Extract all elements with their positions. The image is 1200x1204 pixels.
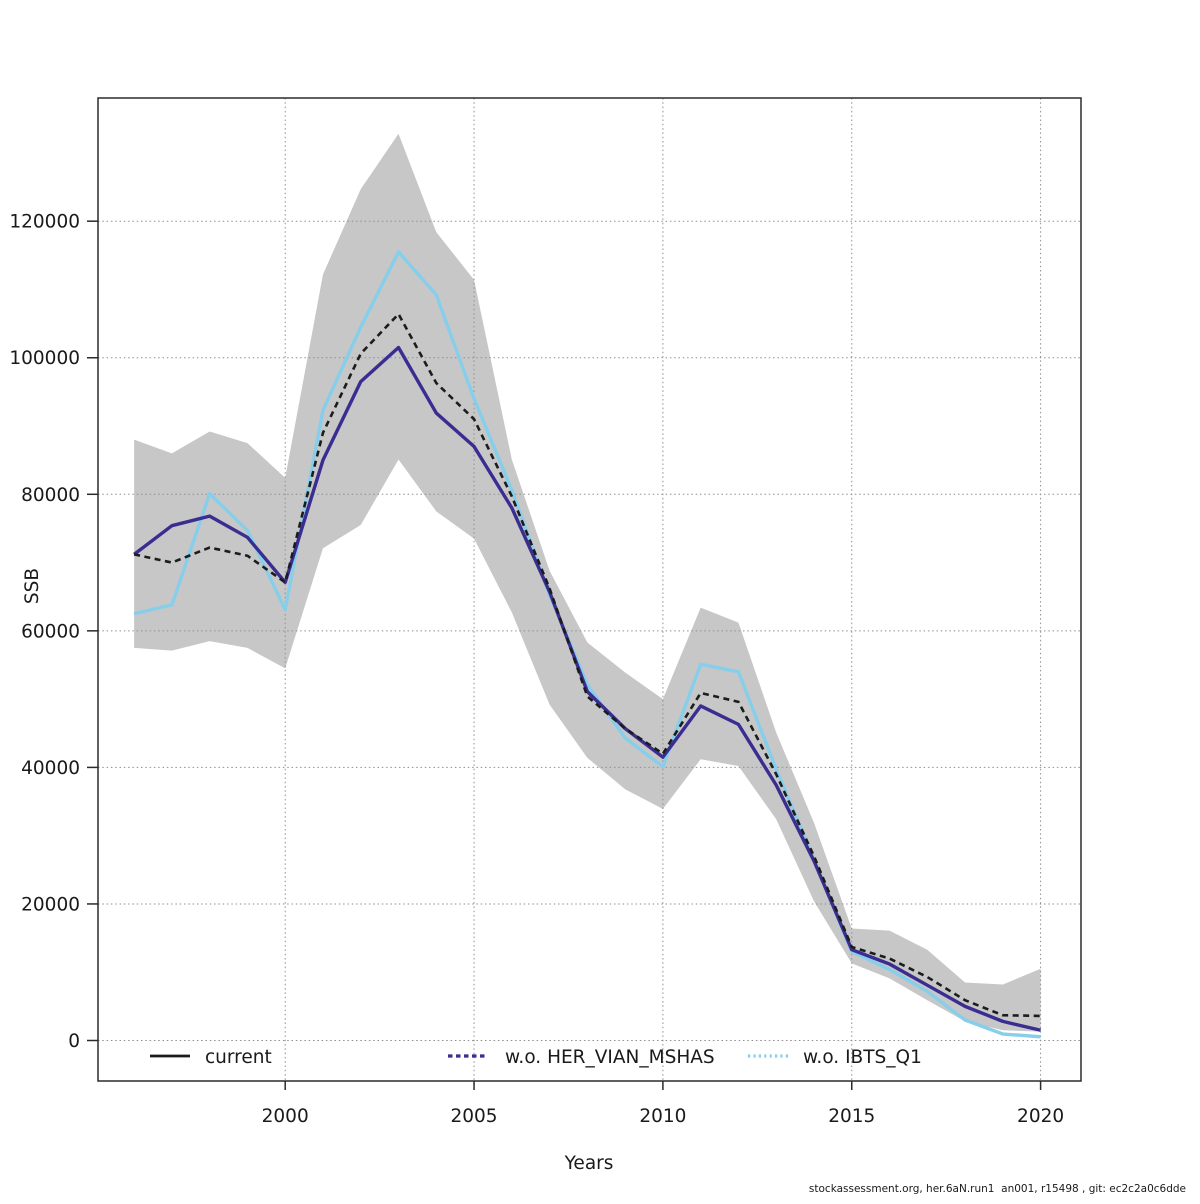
y-tick-label: 120000 [9,212,80,233]
x-tick-label: 2015 [828,1106,875,1127]
y-tick-label: 60000 [21,621,80,642]
footer-attribution: stockassessment.org, her.6aN.run1 an001,… [808,1183,1186,1195]
confidence-band-layer [134,133,1041,1032]
y-tick-label: 20000 [21,894,80,915]
y-tick-label: 100000 [9,348,80,369]
gridlines-layer [98,98,1081,1081]
y-tick-label: 40000 [21,758,80,779]
y-tick-labels: 0 20000 40000 60000 80000 100000 120000 [9,212,80,1052]
series-line-w-o-her-vian-mshas [133,345,1041,1032]
x-axis-title: Years [564,1153,614,1174]
y-tick-label: 0 [68,1031,80,1052]
confidence-band [134,133,1041,1032]
axis-ticks-layer [87,220,1042,1090]
x-tick-label: 2010 [639,1106,686,1127]
x-tick-labels: 2000 2005 2010 2015 2020 [262,1106,1064,1127]
legend-label: current [205,1047,272,1068]
series-lines-layer [133,250,1041,1039]
x-tick-label: 2005 [451,1106,498,1127]
legend: current w.o. HER_VIAN_MSHAS w.o. IBTS_Q1 [150,1047,922,1068]
legend-label: w.o. HER_VIAN_MSHAS [505,1047,715,1068]
plot-border [97,97,1082,1082]
legend-label: w.o. IBTS_Q1 [803,1047,922,1068]
y-tick-label: 80000 [21,485,80,506]
x-tick-label: 2020 [1017,1106,1064,1127]
y-axis-title: SSB [22,568,43,604]
x-tick-label: 2000 [262,1106,309,1127]
series-line-w-o-ibts-q1 [133,250,1041,1039]
